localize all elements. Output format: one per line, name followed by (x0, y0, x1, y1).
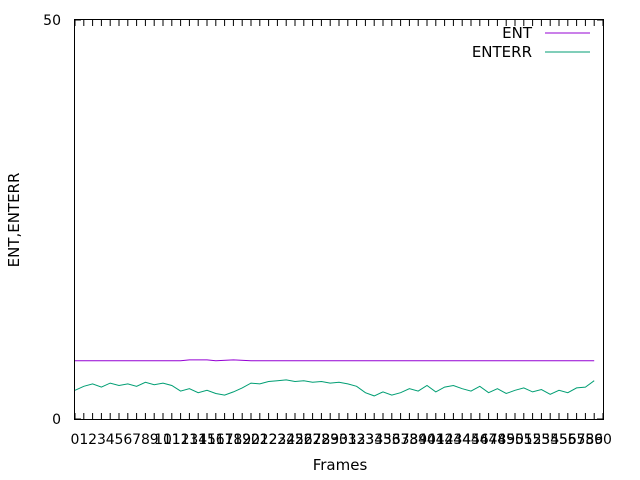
legend-label: ENTERR (472, 43, 532, 61)
x-tick-label: 29 (321, 432, 339, 448)
x-tick-label: 22 (260, 432, 278, 448)
x-tick-label: 13 (180, 432, 198, 448)
x-tick-label: 7 (132, 432, 141, 448)
x-tick-label: 34 (365, 432, 383, 448)
x-tick-label: 10 (154, 432, 172, 448)
x-tick-label: 33 (356, 432, 374, 448)
x-tick-label: 2 (88, 432, 97, 448)
x-tick-label: 36 (383, 432, 401, 448)
x-tick-label: 43 (444, 432, 462, 448)
x-tick-label: 27 (304, 432, 322, 448)
x-tick-label: 11 (163, 432, 181, 448)
x-tick-label: 56 (559, 432, 577, 448)
x-tick-label: 31 (339, 432, 357, 448)
x-tick-label: 20 (242, 432, 260, 448)
x-tick-label: 45 (462, 432, 480, 448)
series-line-enterr (74, 379, 595, 397)
x-tick-label: 24 (277, 432, 295, 448)
plot-frame (74, 19, 604, 420)
x-tick-label: 54 (541, 432, 559, 448)
x-tick-label: 1 (79, 432, 88, 448)
x-tick-label: 23 (268, 432, 286, 448)
x-tick-label: 42 (436, 432, 454, 448)
x-tick-label: 25 (286, 432, 304, 448)
x-tick-label: 21 (251, 432, 269, 448)
x-tick-label: 9 (150, 432, 159, 448)
y-tick-label: 50 (43, 13, 61, 29)
x-tick-label: 17 (216, 432, 234, 448)
y-axis-label: ENT,ENTERR (5, 173, 23, 268)
x-tick-label: 40 (418, 432, 436, 448)
x-tick-label: 44 (453, 432, 471, 448)
x-tick-label: 50 (506, 432, 524, 448)
x-tick-label: 60 (594, 432, 612, 448)
x-tick-label: 55 (550, 432, 568, 448)
x-tick-label: 41 (427, 432, 445, 448)
x-tick-label: 38 (400, 432, 418, 448)
x-tick-label: 48 (488, 432, 506, 448)
x-tick-label: 47 (480, 432, 498, 448)
x-tick-label: 16 (207, 432, 225, 448)
x-tick-label: 58 (576, 432, 594, 448)
x-tick-label: 30 (330, 432, 348, 448)
x-tick-label: 59 (585, 432, 603, 448)
x-tick-label: 0 (71, 432, 80, 448)
x-tick-label: 53 (532, 432, 550, 448)
x-tick-label: 5 (115, 432, 124, 448)
x-tick-label: 52 (524, 432, 542, 448)
x-tick-label: 49 (497, 432, 515, 448)
x-tick-label: 6 (123, 432, 132, 448)
x-tick-label: 51 (515, 432, 533, 448)
x-tick-label: 15 (198, 432, 216, 448)
x-tick-label: 18 (224, 432, 242, 448)
x-tick-label: 19 (233, 432, 251, 448)
x-tick-label: 8 (141, 432, 150, 448)
x-tick-label: 35 (374, 432, 392, 448)
legend-label: ENT (502, 24, 533, 42)
x-tick-label: 32 (348, 432, 366, 448)
y-tick-label: 0 (52, 412, 61, 428)
x-tick-label: 26 (295, 432, 313, 448)
series-line-ent (75, 359, 595, 362)
x-tick-label: 14 (189, 432, 207, 448)
x-axis-label: Frames (313, 456, 368, 474)
x-tick-label: 3 (97, 432, 106, 448)
x-tick-label: 57 (568, 432, 586, 448)
x-tick-label: 28 (312, 432, 330, 448)
x-tick-label: 4 (106, 432, 115, 448)
x-tick-label: 39 (409, 432, 427, 448)
x-tick-label: 12 (172, 432, 190, 448)
x-tick-label: 46 (471, 432, 489, 448)
x-tick-label: 37 (392, 432, 410, 448)
